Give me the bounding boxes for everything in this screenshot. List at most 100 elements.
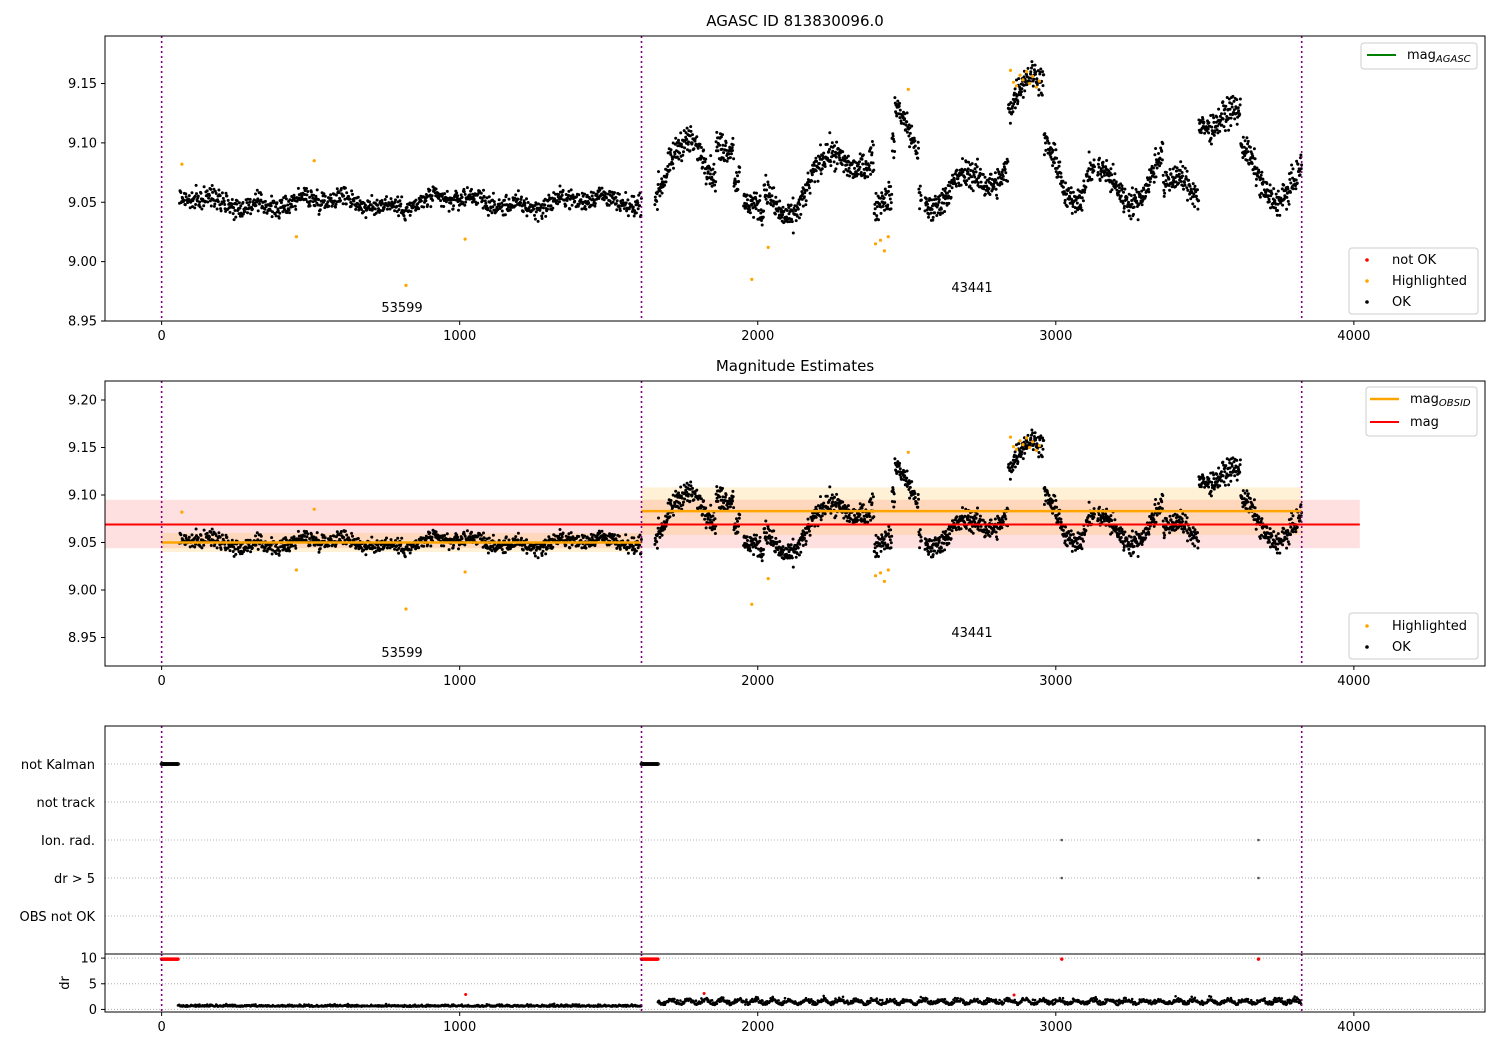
- data-point: [269, 543, 273, 547]
- data-point: [820, 167, 824, 171]
- data-point: [713, 170, 717, 174]
- data-point: [1097, 165, 1101, 169]
- data-point: [790, 217, 793, 221]
- data-point: [592, 191, 595, 195]
- data-point: [673, 502, 677, 506]
- data-point: [798, 203, 802, 206]
- data-point: [1179, 180, 1183, 183]
- data-point: [1100, 175, 1104, 179]
- panel-agasc-title: AGASC ID 813830096.0: [706, 12, 884, 30]
- data-point: [657, 516, 660, 520]
- data-point: [736, 519, 739, 523]
- data-point: [653, 536, 657, 540]
- data-point: [249, 212, 253, 216]
- data-point: [748, 549, 752, 553]
- data-point: [677, 157, 681, 161]
- data-point: [988, 534, 992, 538]
- data-point: [941, 211, 944, 215]
- data-point: [737, 516, 741, 520]
- data-point: [819, 143, 822, 147]
- data-point: [604, 534, 608, 537]
- data-point: [1033, 63, 1037, 67]
- data-point: [976, 181, 980, 185]
- data-point: [663, 527, 667, 531]
- data-point: [724, 493, 728, 497]
- data-point: [315, 531, 319, 535]
- data-point: [308, 204, 312, 208]
- data-point: [1163, 191, 1167, 195]
- data-point: [691, 486, 694, 490]
- data-point: [910, 480, 914, 484]
- data-point: [978, 167, 982, 171]
- data-point: [1136, 218, 1140, 222]
- data-point: [711, 167, 715, 171]
- data-point: [1155, 166, 1159, 170]
- panel-estimates-title: Magnitude Estimates: [716, 357, 874, 375]
- data-point: [472, 197, 476, 201]
- data-point: [859, 171, 863, 174]
- data-point: [1061, 179, 1065, 183]
- data-point: [1050, 157, 1054, 161]
- data-point: [653, 542, 657, 546]
- data-point: [963, 168, 967, 171]
- data-point: [335, 187, 339, 191]
- data-point: [948, 184, 952, 188]
- data-point: [846, 504, 850, 508]
- data-point: [1238, 97, 1242, 101]
- data-point: [1206, 127, 1210, 131]
- data-point: [834, 514, 838, 518]
- data-point: [774, 536, 778, 540]
- data-point: [1013, 100, 1017, 104]
- data-point: [525, 551, 529, 555]
- data-point: [672, 513, 675, 517]
- data-point: [745, 193, 749, 197]
- data-point: [668, 515, 672, 519]
- data-point: [452, 543, 456, 547]
- data-point: [1215, 115, 1219, 119]
- data-point: [614, 537, 618, 541]
- data-point: [934, 197, 938, 201]
- data-point: [194, 527, 198, 531]
- data-point: [593, 204, 597, 208]
- data-point: [888, 538, 892, 542]
- data-point: [658, 189, 662, 193]
- data-point: [730, 502, 733, 506]
- data-point: [621, 198, 625, 202]
- data-point: [210, 527, 214, 531]
- data-point: [823, 512, 827, 516]
- data-point: [537, 202, 540, 206]
- data-point: [202, 204, 206, 208]
- data-point: [866, 520, 870, 524]
- data-point: [917, 187, 921, 191]
- data-point: [1181, 164, 1185, 168]
- data-point: [1212, 116, 1216, 120]
- data-point: [1012, 102, 1016, 106]
- data-point: [369, 203, 373, 207]
- data-point: [1152, 166, 1155, 170]
- data-point: [1111, 162, 1115, 166]
- data-point: [904, 123, 908, 127]
- data-point: [1063, 201, 1067, 205]
- data-point: [791, 565, 795, 569]
- data-point: [666, 164, 670, 168]
- data-point: [447, 548, 451, 552]
- data-point: [703, 160, 707, 164]
- data-point: [1129, 194, 1133, 197]
- data-point: [414, 198, 418, 202]
- data-point: [742, 192, 746, 196]
- data-point: [220, 191, 224, 195]
- data-point: [715, 485, 719, 489]
- data-point: [1104, 165, 1108, 169]
- data-point: [889, 207, 893, 211]
- data-point: [405, 545, 409, 549]
- data-point: [727, 152, 731, 156]
- data-point: [305, 535, 309, 539]
- data-point: [514, 535, 518, 539]
- data-point: [230, 203, 234, 207]
- data-point: [352, 197, 356, 200]
- data-point: [1129, 217, 1133, 221]
- data-point: [451, 207, 455, 211]
- data-point: [787, 212, 791, 216]
- data-point: [1017, 77, 1021, 81]
- data-point: [1013, 87, 1017, 91]
